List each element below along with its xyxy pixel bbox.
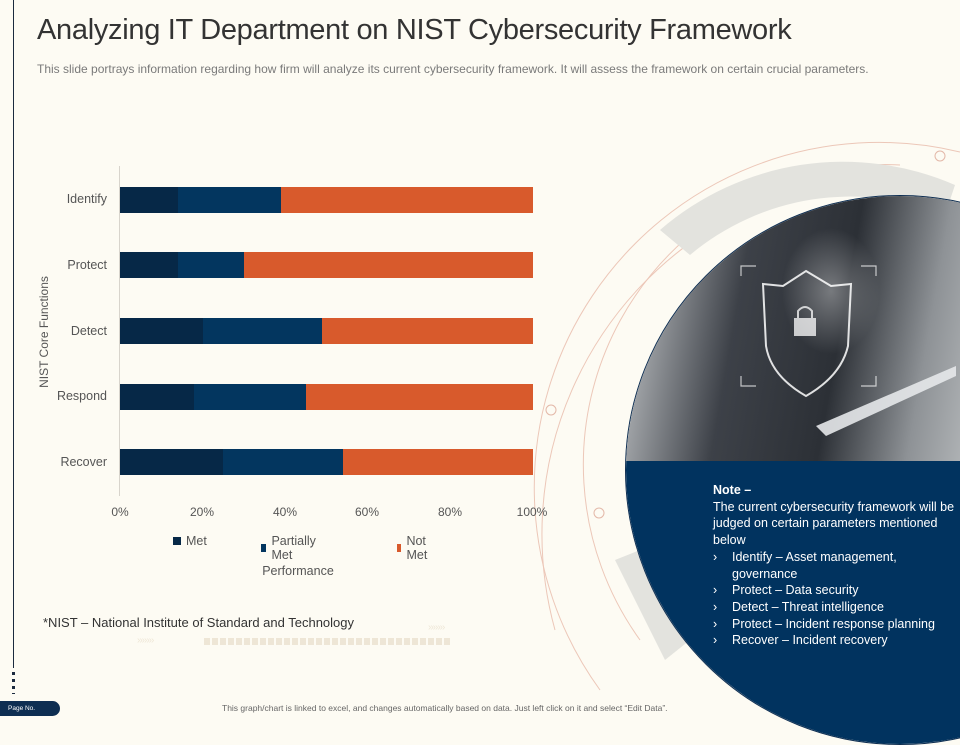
note-item: › Protect – Data security (713, 583, 859, 598)
x-tick-label: 40% (272, 505, 298, 519)
note-item: › Protect – Incident response planning (713, 616, 935, 631)
bar-protect[interactable] (120, 252, 533, 278)
segment-not-met[interactable] (305, 384, 533, 410)
legend-swatch-partially-met (261, 544, 267, 552)
segment-partially-met[interactable] (177, 252, 244, 278)
chart-edit-hint: This graph/chart is linked to excel, and… (222, 703, 668, 713)
bar-respond[interactable] (120, 384, 533, 410)
segment-not-met[interactable] (243, 252, 533, 278)
legend-label: Met (186, 534, 207, 548)
segment-met[interactable] (120, 252, 178, 278)
segment-met[interactable] (120, 449, 224, 475)
footnote: *NIST – National Institute of Standard a… (43, 615, 354, 630)
chevron-right-icon: › (713, 583, 718, 598)
y-axis-line (119, 166, 120, 496)
x-tick-label: 0% (111, 505, 129, 519)
chevron-right-icon: › (713, 633, 718, 648)
dash-decoration (204, 638, 452, 645)
segment-met[interactable] (120, 318, 203, 344)
note-body: The current cybersecurity framework will… (713, 499, 955, 548)
segment-met[interactable] (120, 384, 195, 410)
bar-identify[interactable] (120, 187, 533, 213)
segment-partially-met[interactable] (223, 449, 344, 475)
note-panel-background (626, 461, 960, 744)
x-axis-title: Performance (262, 564, 334, 578)
legend-swatch-met (173, 537, 181, 545)
page-title: Analyzing IT Department on NIST Cybersec… (37, 14, 792, 46)
x-tick-label: 60% (354, 505, 380, 519)
segment-met[interactable] (120, 187, 178, 213)
legend-label: Partially Met (271, 534, 316, 562)
legend-item-not-met[interactable]: Not Met (397, 534, 431, 562)
segment-not-met[interactable] (343, 449, 533, 475)
chevron-right-icon: › (713, 616, 718, 631)
page-subtitle: This slide portrays information regardin… (37, 62, 869, 76)
note-item: › Detect – Threat intelligence (713, 599, 884, 614)
category-label: Respond (56, 389, 107, 403)
x-tick-label: 100% (516, 505, 548, 519)
x-tick-label: 20% (189, 505, 215, 519)
category-label: Detect (70, 324, 107, 338)
category-label: Identify (66, 192, 107, 206)
note-panel: Note – The current cybersecurity framewo… (713, 482, 958, 649)
segment-not-met[interactable] (322, 318, 533, 344)
shield-lock-icon (740, 265, 956, 436)
x-tick-label: 80% (437, 505, 463, 519)
bar-detect[interactable] (120, 318, 533, 344)
legend-item-met[interactable]: Met (173, 534, 207, 548)
legend-item-partially-met[interactable]: Partially Met (261, 534, 318, 562)
segment-not-met[interactable] (281, 187, 533, 213)
note-heading: Note – (713, 483, 752, 497)
photo-circle (625, 195, 960, 745)
chevron-decoration: ››››››› (428, 622, 445, 633)
legend-swatch-not-met (397, 544, 402, 552)
page-number-tab: Page No. (0, 701, 60, 716)
chevron-right-icon: › (713, 599, 718, 614)
left-border-dots (12, 672, 15, 694)
note-item: › Recover – Incident recovery (713, 633, 888, 648)
note-list: › Identify – Asset management, governance… (713, 549, 958, 649)
chevron-decoration: ››››››› (137, 635, 154, 646)
businessman-security-photo (626, 196, 960, 461)
legend-label: Not Met (406, 534, 428, 562)
category-label: Protect (67, 258, 107, 272)
segment-partially-met[interactable] (177, 187, 282, 213)
segment-partially-met[interactable] (202, 318, 323, 344)
left-border-line (13, 0, 14, 668)
category-label: Recover (60, 455, 107, 469)
note-item: › Identify – Asset management, governance (713, 549, 897, 581)
segment-partially-met[interactable] (194, 384, 306, 410)
bar-recover[interactable] (120, 449, 533, 475)
chevron-right-icon: › (713, 549, 718, 564)
